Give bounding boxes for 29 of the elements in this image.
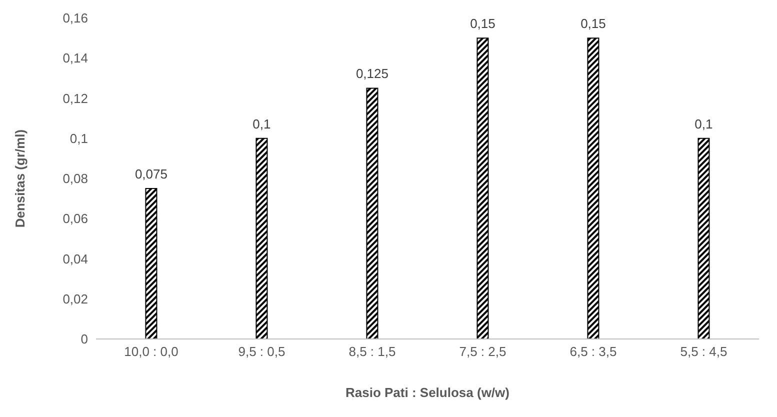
x-tick-label: 8,5 : 1,5: [348, 344, 396, 360]
y-tick-label: 0,12: [62, 90, 88, 106]
data-label: 0,075: [134, 166, 168, 182]
bar: [587, 38, 600, 339]
bar: [476, 38, 489, 339]
x-tick-label: 10,0 : 0,0: [124, 344, 178, 360]
bar: [145, 188, 158, 339]
y-axis-title: Densitas (gr/ml): [12, 129, 28, 228]
bar: [698, 138, 710, 339]
bar: [366, 88, 378, 339]
y-tick-label: 0,04: [62, 251, 88, 266]
data-label: 0,125: [356, 66, 388, 82]
x-tick-label: 5,5 : 4,5: [680, 344, 728, 360]
data-label: 0,15: [580, 16, 606, 32]
y-tick-label: 0,16: [62, 10, 88, 26]
y-tick-label: 0,1: [70, 130, 88, 146]
y-tick-label: 0,02: [62, 291, 88, 306]
data-label: 0,1: [694, 116, 713, 132]
y-tick-label: 0,08: [62, 171, 88, 186]
data-label: 0,1: [252, 116, 271, 132]
y-tick-label: 0,14: [62, 50, 88, 66]
x-tick-label: 9,5 : 0,5: [238, 344, 286, 360]
y-tick-label: 0: [80, 332, 88, 347]
x-tick-label: 7,5 : 2,5: [459, 344, 506, 360]
data-label: 0,15: [470, 16, 496, 32]
y-tick-label: 0,06: [62, 211, 88, 226]
bar: [256, 138, 268, 339]
x-tick-label: 6,5 : 3,5: [570, 344, 617, 360]
x-axis-title: Rasio Pati : Selulosa (w/w): [346, 385, 510, 400]
